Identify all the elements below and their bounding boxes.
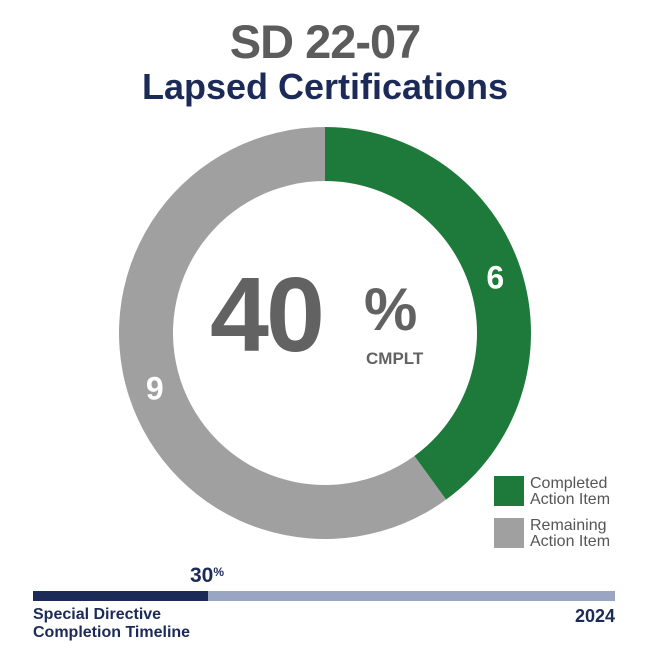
completion-percent-sign: % [364, 276, 418, 343]
timeline-percent: 30% [190, 564, 224, 588]
legend-label-completed: Completed Action Item [530, 475, 611, 508]
completion-percent-value: 40 [210, 256, 325, 374]
donut-chart: 69 [118, 127, 531, 539]
timeline-caption: Special Directive Completion Timeline [33, 606, 253, 642]
legend-swatch-remaining [494, 518, 524, 548]
timeline-progress-fill [33, 591, 208, 601]
timeline-percent-value: 30 [190, 564, 214, 587]
chart-subtitle: Lapsed Certifications [141, 66, 509, 107]
timeline-caption-line2: Completion Timeline [33, 624, 191, 641]
timeline-progress-track [33, 591, 615, 601]
legend-item-remaining: Remaining Action Item [494, 518, 620, 550]
legend-swatch-completed [494, 476, 524, 506]
donut-value-label-remaining: 9 [146, 370, 164, 406]
timeline-percent-suffix: % [213, 565, 225, 579]
donut-slice-remaining [118, 127, 447, 539]
timeline-end-label: 2024 [574, 606, 615, 626]
donut-slice-completed [325, 127, 531, 500]
timeline-caption-line1: Special Directive [33, 606, 162, 623]
legend-label-remaining: Remaining Action Item [530, 517, 611, 550]
chart-title: SD 22-07 [229, 15, 422, 68]
completion-caption: CMPLT [366, 349, 424, 368]
donut-value-label-completed: 6 [486, 260, 504, 296]
legend-item-completed: Completed Action Item [494, 476, 620, 508]
